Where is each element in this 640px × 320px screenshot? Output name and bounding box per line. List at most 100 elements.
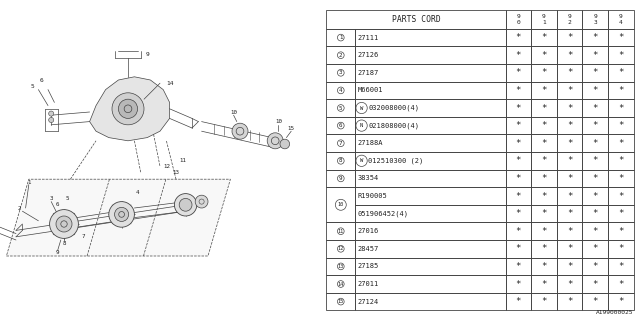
Text: *: * — [516, 279, 521, 289]
Bar — [557, 10, 582, 29]
Text: 27187: 27187 — [358, 70, 379, 76]
Bar — [557, 187, 582, 205]
Circle shape — [109, 202, 134, 227]
Text: *: * — [567, 139, 572, 148]
Polygon shape — [90, 77, 170, 141]
Text: *: * — [516, 121, 521, 130]
Bar — [326, 293, 355, 310]
Bar — [506, 222, 531, 240]
Bar — [608, 117, 634, 134]
Text: *: * — [567, 103, 572, 113]
Text: *: * — [618, 121, 623, 130]
Text: 13: 13 — [173, 170, 179, 175]
Bar — [355, 293, 506, 310]
Bar — [608, 46, 634, 64]
Bar — [355, 205, 506, 222]
Bar — [506, 46, 531, 64]
Text: 012510300 (2): 012510300 (2) — [368, 157, 424, 164]
Bar — [582, 222, 608, 240]
Bar — [355, 152, 506, 170]
Text: *: * — [618, 51, 623, 60]
Text: 27185: 27185 — [358, 263, 379, 269]
Text: *: * — [516, 103, 521, 113]
Bar — [557, 240, 582, 258]
Text: 9: 9 — [145, 52, 149, 57]
Circle shape — [356, 155, 367, 166]
Circle shape — [335, 199, 346, 210]
Bar — [506, 29, 531, 46]
Bar — [531, 205, 557, 222]
Text: 4: 4 — [339, 88, 342, 93]
Text: *: * — [516, 262, 521, 271]
Text: *: * — [593, 227, 598, 236]
Bar — [608, 240, 634, 258]
Text: 27016: 27016 — [358, 228, 379, 234]
Bar — [608, 258, 634, 275]
Bar — [506, 187, 531, 205]
Text: *: * — [541, 33, 547, 42]
Text: 8: 8 — [339, 158, 342, 163]
Text: *: * — [541, 279, 547, 289]
Text: *: * — [593, 121, 598, 130]
Text: 1: 1 — [339, 35, 342, 40]
Text: *: * — [593, 297, 598, 306]
Bar — [531, 170, 557, 187]
Bar — [531, 275, 557, 293]
Circle shape — [337, 228, 344, 235]
Text: *: * — [516, 227, 521, 236]
Circle shape — [337, 281, 344, 287]
Text: *: * — [593, 156, 598, 165]
Circle shape — [49, 117, 54, 123]
Text: *: * — [618, 139, 623, 148]
Text: *: * — [541, 121, 547, 130]
Bar — [608, 187, 634, 205]
Text: 5: 5 — [65, 196, 69, 201]
Bar — [355, 187, 506, 205]
Bar — [531, 187, 557, 205]
Bar — [531, 64, 557, 82]
Bar — [582, 240, 608, 258]
Text: *: * — [618, 174, 623, 183]
Circle shape — [356, 102, 367, 114]
Bar — [355, 134, 506, 152]
Text: 8: 8 — [62, 241, 66, 246]
Text: *: * — [618, 86, 623, 95]
Bar — [326, 134, 355, 152]
Text: *: * — [567, 174, 572, 183]
Text: W: W — [360, 158, 364, 163]
Text: *: * — [593, 209, 598, 218]
Text: 6: 6 — [56, 202, 60, 207]
Bar — [531, 99, 557, 117]
Text: 9
2: 9 2 — [568, 14, 572, 25]
Bar — [326, 29, 355, 46]
Text: 27188A: 27188A — [358, 140, 383, 146]
Circle shape — [195, 195, 208, 208]
Text: 10: 10 — [275, 119, 282, 124]
Bar — [506, 117, 531, 134]
Bar — [582, 205, 608, 222]
Bar — [557, 29, 582, 46]
Bar — [355, 222, 506, 240]
Bar — [506, 205, 531, 222]
Bar — [355, 170, 506, 187]
Circle shape — [337, 122, 344, 129]
Text: 6: 6 — [40, 77, 44, 83]
Bar — [608, 222, 634, 240]
Text: *: * — [516, 191, 521, 201]
Text: *: * — [618, 262, 623, 271]
Text: 15: 15 — [338, 299, 344, 304]
Text: 1: 1 — [27, 180, 31, 185]
Bar — [355, 64, 506, 82]
Text: 2: 2 — [17, 205, 21, 211]
Text: *: * — [593, 68, 598, 77]
Text: *: * — [593, 139, 598, 148]
Bar — [506, 170, 531, 187]
Text: 38354: 38354 — [358, 175, 379, 181]
Text: 12: 12 — [338, 246, 344, 251]
Text: *: * — [541, 191, 547, 201]
Text: *: * — [516, 51, 521, 60]
Text: *: * — [567, 68, 572, 77]
Bar — [326, 64, 355, 82]
Bar — [582, 46, 608, 64]
Polygon shape — [6, 179, 230, 256]
